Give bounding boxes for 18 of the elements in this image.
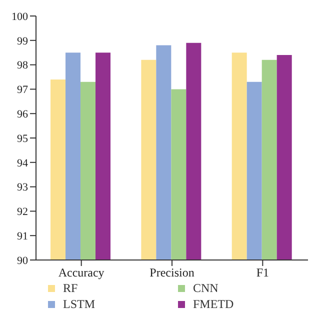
y-tick-label: 96 [17,108,28,121]
y-tick-label: 91 [17,230,28,243]
x-tick-label: F1 [256,266,270,280]
y-tick-label: 100 [12,10,28,23]
y-tick-label: 95 [17,132,28,145]
y-tick-label: 92 [17,206,28,218]
x-tick-label: Accuracy [58,266,104,280]
legend-label: RF [63,280,78,296]
y-tick-label: 94 [17,157,28,170]
y-tick-label: 99 [17,35,28,48]
y-tick-label: 93 [17,182,28,194]
legend-label: LSTM [63,296,96,312]
legend-label: FMETD [193,296,234,312]
y-tick-label: 90 [17,254,28,267]
y-tick-label: 97 [17,84,28,96]
y-tick-label: 98 [17,60,28,72]
x-tick-label: Precision [150,266,194,280]
legend-label: CNN [193,280,218,296]
